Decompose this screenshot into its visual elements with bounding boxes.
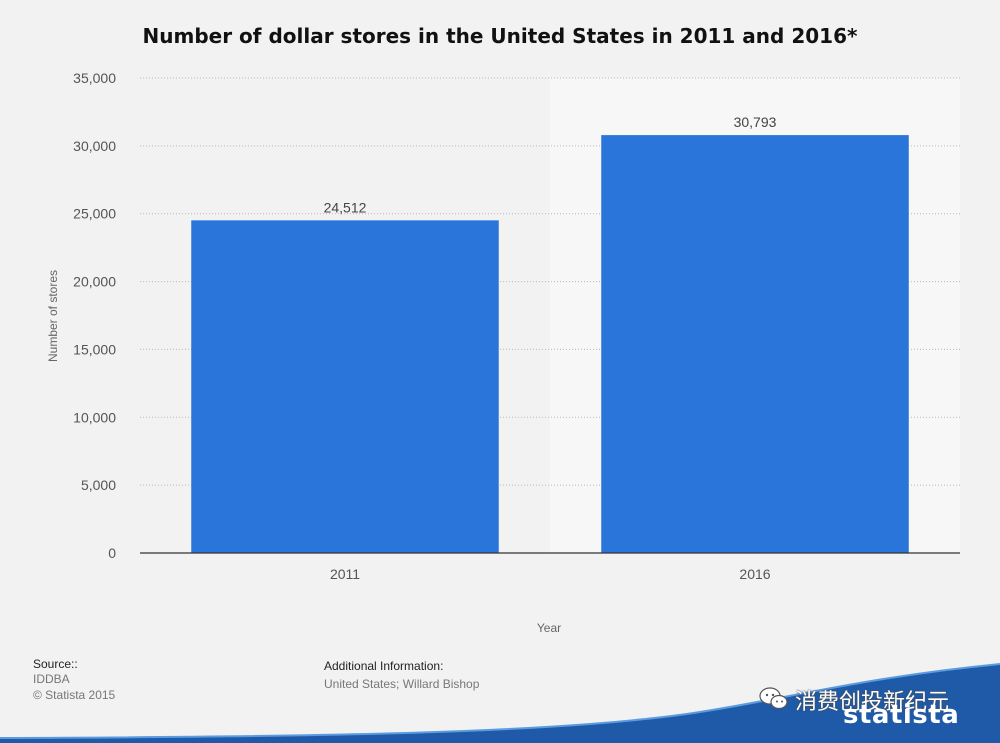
y-axis-ticks: 0 5,000 10,000 15,000 20,000 25,000 30,000 35,0… xyxy=(73,70,116,561)
x-tick-label: 2011 xyxy=(330,566,360,582)
copyright: © Statista 2015 xyxy=(33,688,116,702)
data-labels: 24,512 30,793 xyxy=(324,114,777,215)
y-tick-label: 20,000 xyxy=(73,274,116,290)
y-axis-title: Number of stores xyxy=(46,270,60,362)
statista-logo: statista xyxy=(843,700,960,730)
additional-info-block: Additional Information: United States; W… xyxy=(324,659,479,692)
watermark-text: 消费创投新纪元 xyxy=(795,690,950,715)
y-tick-label: 30,000 xyxy=(73,138,116,154)
y-tick-label: 25,000 xyxy=(73,206,116,222)
y-tick-label: 15,000 xyxy=(73,341,116,357)
data-label-2011: 24,512 xyxy=(324,199,367,215)
x-axis-title: Year xyxy=(537,621,561,635)
y-tick-label: 5,000 xyxy=(81,477,116,493)
y-tick-label: 35,000 xyxy=(73,70,116,86)
chart-title: Number of dollar stores in the United St… xyxy=(142,24,858,48)
bar-2016 xyxy=(601,135,909,553)
bars xyxy=(191,135,909,553)
wechat-icon xyxy=(759,687,788,710)
data-label-2016: 30,793 xyxy=(734,114,777,130)
source-block: Source:: IDDBA © Statista 2015 xyxy=(33,657,115,703)
source-name: IDDBA xyxy=(33,672,70,686)
info-text: United States; Willard Bishop xyxy=(324,677,480,691)
y-tick-label: 0 xyxy=(108,545,116,561)
y-tick-label: 10,000 xyxy=(73,409,116,425)
source-heading: Source:: xyxy=(33,657,78,671)
bar-2011 xyxy=(191,220,499,553)
x-tick-label: 2016 xyxy=(739,566,770,582)
info-heading: Additional Information: xyxy=(324,659,444,673)
x-axis-ticks: 2011 2016 xyxy=(330,566,771,582)
